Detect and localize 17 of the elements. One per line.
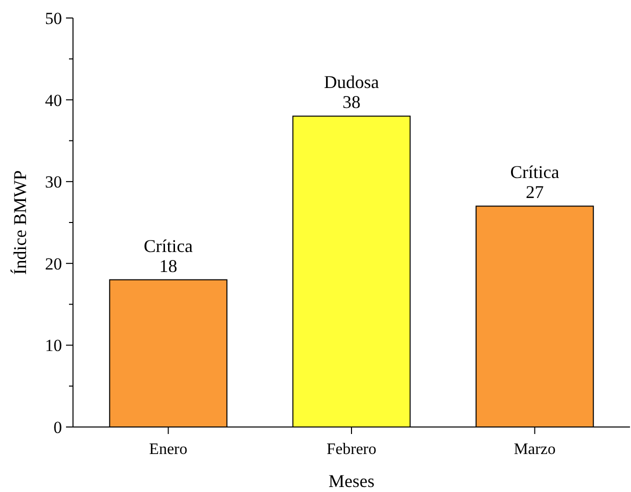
y-tick-label: 40	[45, 90, 62, 110]
annotation: Dudosa	[324, 72, 380, 92]
data-label: 18	[159, 256, 178, 276]
data-label: 27	[526, 182, 544, 202]
y-tick-label: 10	[45, 336, 62, 356]
x-tick-label: Marzo	[514, 441, 556, 458]
y-tick-label: 0	[54, 418, 62, 437]
y-axis-title: Índice BMWP	[10, 170, 30, 275]
y-tick-label: 20	[45, 254, 62, 274]
y-tick-label: 30	[45, 172, 62, 192]
x-tick-label: Enero	[149, 441, 188, 458]
x-axis-title: Meses	[328, 471, 374, 491]
annotation: Crítica	[510, 162, 560, 182]
annotation: Crítica	[144, 236, 193, 256]
data-label: 38	[342, 92, 360, 112]
y-tick-label: 50	[45, 8, 62, 28]
x-tick-label: Febrero	[326, 441, 376, 458]
